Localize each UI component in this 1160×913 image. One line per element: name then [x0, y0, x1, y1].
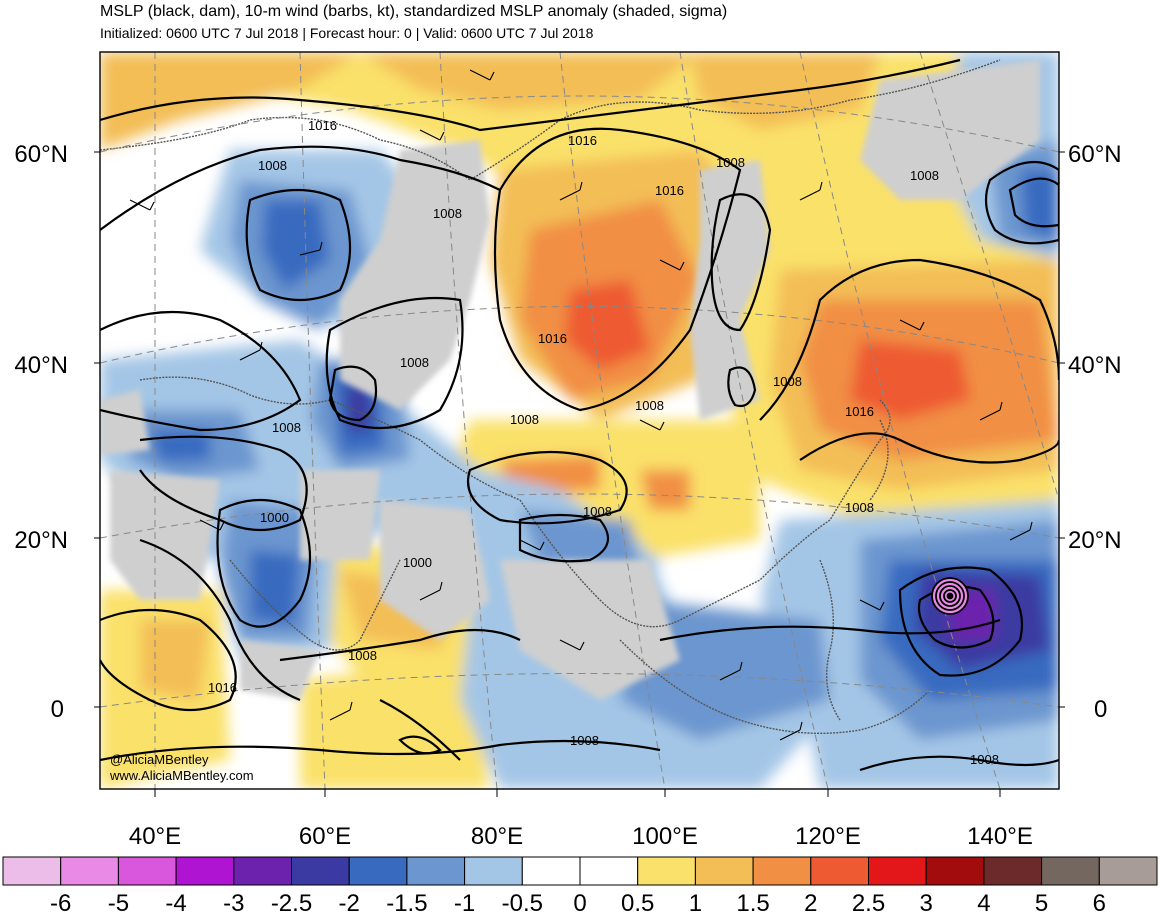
map-border: [99, 51, 1060, 790]
colorbar-swatch: [2, 856, 62, 886]
typhoon-isobar-rings: [931, 577, 969, 615]
colorbar-label: 2.5: [852, 890, 885, 913]
colorbar-swatch: [291, 856, 350, 886]
colorbar-label: 3: [920, 890, 933, 913]
colorbar-swatch: [464, 856, 523, 886]
contour-label: 1008: [635, 398, 664, 413]
anomaly-shading: [100, 52, 1059, 789]
colorbar-label: 0: [573, 890, 586, 913]
contour-label: 1008: [348, 648, 377, 663]
lon-label: 60°E: [299, 823, 351, 850]
colorbar-swatch: [579, 856, 639, 886]
colorbar-swatch: [637, 856, 696, 886]
colorbar: -6 -5 -4 -3 -2.5 -2 -1.5 -1 -0.5 0 0.5 1 1.5 2 2.5 3 4 5 6: [2, 856, 1158, 913]
contour-label: 1008: [845, 500, 874, 515]
contour-label: 1008: [910, 168, 939, 183]
colorbar-label: -1.5: [386, 890, 427, 913]
contour-label: 1008: [773, 374, 802, 389]
colorbar-label: 2: [804, 890, 817, 913]
colorbar-label: -6: [50, 890, 71, 913]
colorbar-swatch: [406, 856, 466, 886]
colorbar-label: -3: [223, 890, 244, 913]
graticule: [100, 52, 1059, 789]
colorbar-swatch: [925, 856, 985, 886]
contour-label: 1016: [845, 404, 874, 419]
colorbar-swatch: [752, 856, 812, 886]
wind-barbs: [129, 69, 1033, 741]
lat-label: 0: [51, 696, 64, 723]
contour-labels: 1016 1016 1008 1008 1008 1016 1008 1016 …: [208, 118, 999, 767]
lon-labels: 40°E 60°E 80°E 100°E 120°E 140°E: [129, 823, 1033, 850]
isobars: [100, 58, 1059, 772]
map-panel: 1016 1016 1008 1008 1008 1016 1008 1016 …: [99, 51, 1060, 790]
colorbar-label: 4: [977, 890, 990, 913]
colorbar-swatch: [1098, 856, 1158, 886]
colorbar-label: -2: [339, 890, 360, 913]
contour-label: 1008: [716, 155, 745, 170]
contour-label: 1008: [583, 504, 612, 519]
contour-label: 1008: [510, 412, 539, 427]
contour-label: 1008: [272, 420, 301, 435]
contour-label: 1008: [970, 752, 999, 767]
contour-label: 1008: [433, 206, 462, 221]
colorbar-label: -5: [108, 890, 129, 913]
lat-label: 60°N: [1068, 141, 1122, 168]
lon-label: 120°E: [795, 823, 861, 850]
colorbar-label: -4: [165, 890, 186, 913]
lat-label: 0: [1094, 696, 1107, 723]
lat-label: 60°N: [14, 141, 68, 168]
contour-label: 1016: [208, 680, 237, 695]
colorbar-swatch: [983, 856, 1043, 886]
colorbar-swatch: [175, 856, 235, 886]
colorbar-swatch: [1041, 856, 1100, 886]
credit-website: www.AliciaMBentley.com: [109, 768, 254, 783]
lat-labels-left: 60°N 40°N 20°N 0: [14, 141, 68, 723]
colorbar-label: 1: [689, 890, 702, 913]
colorbar-label: 1.5: [736, 890, 769, 913]
colorbar-swatch: [233, 856, 293, 886]
lon-label: 80°E: [471, 823, 523, 850]
coastlines: [100, 59, 1001, 735]
axis-ticks: [94, 151, 1065, 797]
colorbar-swatch: [810, 856, 869, 886]
map-title: MSLP (black, dam), 10-m wind (barbs, kt)…: [100, 3, 727, 20]
colorbar-label: 0.5: [621, 890, 654, 913]
contour-label: 1016: [655, 183, 684, 198]
contour-label: 1008: [570, 733, 599, 748]
lat-label: 20°N: [14, 527, 68, 554]
colorbar-swatch: [694, 856, 754, 886]
contour-label: 1008: [258, 158, 287, 173]
lat-label: 20°N: [1068, 527, 1122, 554]
colorbar-swatch: [117, 856, 177, 886]
contour-label: 1008: [400, 355, 429, 370]
colorbar-swatch: [348, 856, 408, 886]
lon-label: 40°E: [129, 823, 181, 850]
contour-label: 1000: [260, 510, 289, 525]
colorbar-label: -2.5: [271, 890, 312, 913]
lon-label: 100°E: [632, 823, 698, 850]
contour-label: 1016: [308, 118, 337, 133]
colorbar-label: -1: [454, 890, 475, 913]
colorbar-swatch: [868, 856, 927, 886]
grey-mask-regions: [100, 60, 1040, 700]
contour-label: 1016: [568, 133, 597, 148]
colorbar-label: -0.5: [502, 890, 543, 913]
colorbar-swatch: [60, 856, 119, 886]
lat-labels-right: 60°N 40°N 20°N 0: [1068, 141, 1122, 723]
lat-label: 40°N: [14, 352, 68, 379]
colorbar-label: 5: [1035, 890, 1048, 913]
lon-label: 140°E: [967, 823, 1033, 850]
colorbar-label: 6: [1093, 890, 1106, 913]
lat-label: 40°N: [1068, 352, 1122, 379]
credit-handle: @AliciaMBentley: [110, 752, 209, 767]
contour-label: 1000: [403, 555, 432, 570]
contour-label: 1016: [538, 331, 567, 346]
colorbar-swatch: [521, 856, 581, 886]
map-subtitle: Initialized: 0600 UTC 7 Jul 2018 | Forec…: [100, 25, 594, 41]
